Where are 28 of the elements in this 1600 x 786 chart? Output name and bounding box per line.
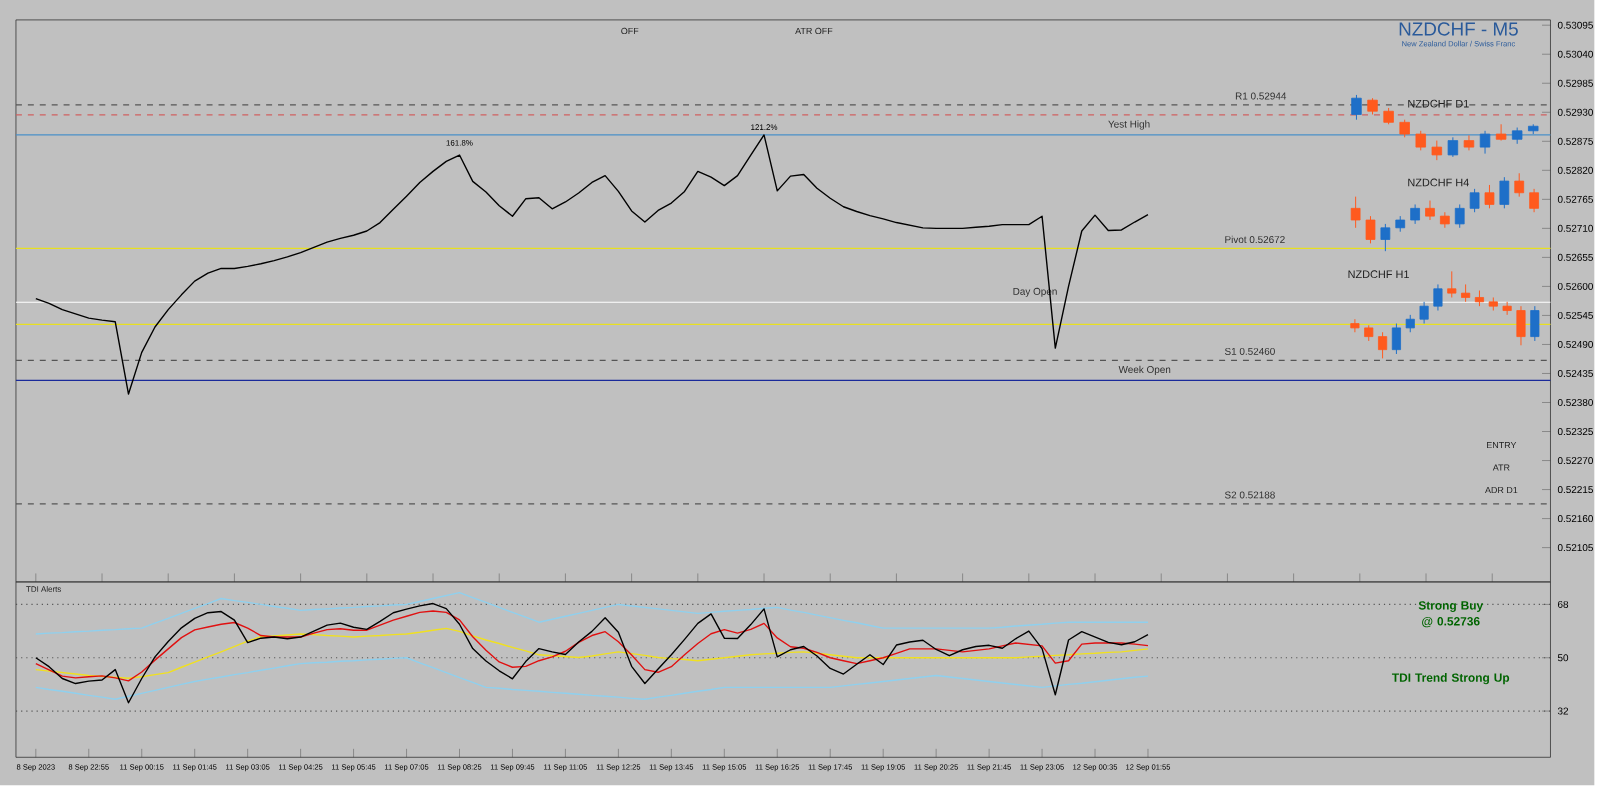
candlestick [1419,301,1429,325]
text: NZDCHF - M5 [1399,22,1518,37]
candlestick [1447,271,1457,299]
candlestick [1380,223,1391,253]
candlestick [1351,94,1362,121]
candlestick [1378,332,1388,360]
candlestick [1495,124,1507,142]
candlestick [1410,204,1420,225]
candlestick [1479,130,1491,155]
candlestick [1433,284,1443,312]
candlestick [1514,173,1525,198]
candlestick [1391,323,1401,355]
candlestick [1463,135,1475,152]
candlestick [1431,140,1443,162]
candlestick [1469,188,1480,214]
candlestick [1502,301,1512,316]
candlestick [1350,319,1360,334]
candlestick [1415,130,1426,152]
candlestick [1425,200,1435,221]
candlestick [1484,184,1495,210]
candlestick [1454,204,1465,229]
candlestick [1365,216,1376,245]
candlestick [1447,137,1459,158]
candlestick [1516,306,1526,347]
candlestick [1530,306,1540,342]
candlestick [1529,188,1539,214]
candlestick [1499,177,1510,210]
candlestick [1350,196,1361,229]
